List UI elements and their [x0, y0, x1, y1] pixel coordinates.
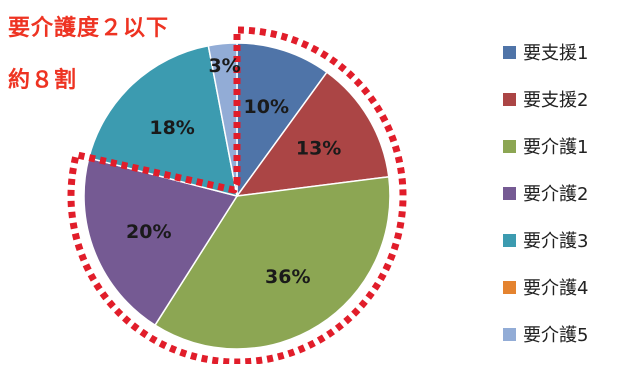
legend-swatch-1	[503, 46, 516, 59]
legend-swatch-7	[503, 328, 516, 341]
slice-7	[207, 42, 238, 197]
slice-5	[87, 44, 238, 198]
data-label-2: 13%	[296, 138, 341, 160]
legend-label-5: 要介護3	[523, 231, 588, 252]
data-label-3: 36%	[265, 266, 310, 288]
legend-label-4: 要介護2	[523, 184, 588, 205]
legend-swatch-4	[503, 187, 516, 200]
legend-item-4: 要介護2	[503, 184, 588, 205]
legend-label-2: 要支援2	[523, 90, 588, 111]
slice-2	[235, 71, 390, 197]
callout-title: 要介護度２以下	[8, 16, 170, 41]
legend-item-2: 要支援2	[503, 90, 588, 111]
slice-1	[236, 42, 328, 199]
callout-subtitle: 約８割	[8, 68, 78, 93]
legend-swatch-3	[503, 140, 516, 153]
data-label-5: 18%	[149, 117, 194, 139]
data-label-1: 10%	[244, 96, 289, 118]
legend-swatch-5	[503, 234, 516, 247]
legend-item-3: 要介護1	[503, 137, 588, 158]
legend-label-7: 要介護5	[523, 325, 588, 346]
slice-4	[83, 157, 239, 327]
pie-data-labels: 10% 13% 36% 20% 18% 3%	[126, 55, 341, 288]
legend-label-6: 要介護4	[523, 278, 588, 299]
highlight-outline	[67, 26, 407, 366]
data-label-7: 3%	[208, 55, 240, 77]
legend-swatch-2	[503, 93, 516, 106]
legend-label-1: 要支援1	[523, 43, 588, 64]
legend-item-1: 要支援1	[503, 43, 588, 64]
legend-swatch-6	[503, 281, 516, 294]
legend-item-5: 要介護3	[503, 231, 588, 252]
legend: 要支援1 要支援2 要介護1 要介護2 要介護3 要介護4 要介護5	[503, 43, 588, 346]
legend-item-7: 要介護5	[503, 325, 588, 346]
pie-slices	[83, 42, 391, 350]
legend-label-3: 要介護1	[523, 137, 588, 158]
data-label-4: 20%	[126, 221, 171, 243]
legend-item-6: 要介護4	[503, 278, 588, 299]
slice-3	[153, 175, 391, 350]
